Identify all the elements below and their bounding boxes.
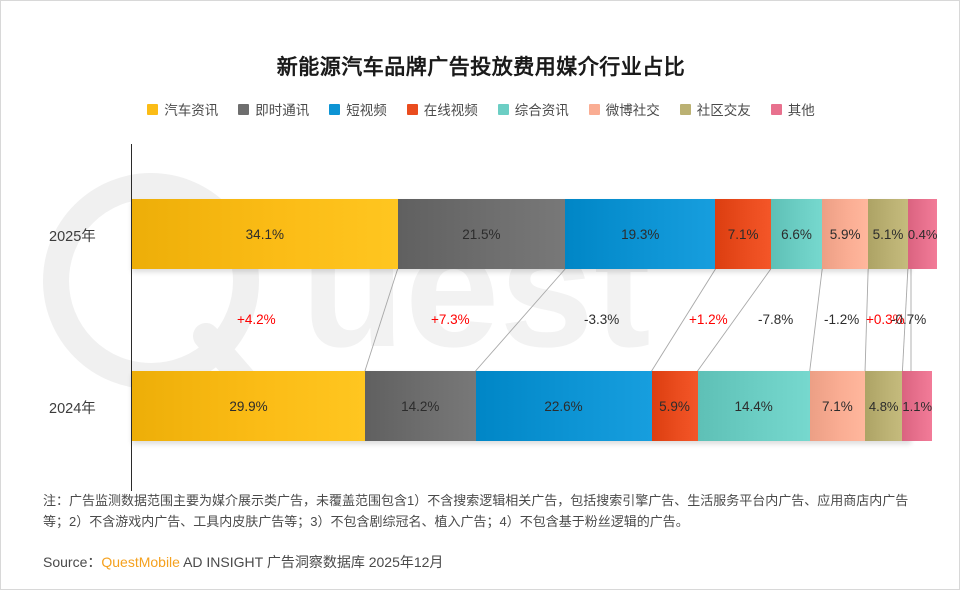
bar-segment-value-label: 5.1% (872, 226, 904, 242)
delta-label-微博社交: -1.2% (824, 312, 860, 327)
bar-segment-短视频[interactable]: 19.3% (565, 199, 716, 269)
bar-segment-value-label: 22.6% (544, 398, 583, 414)
legend-item-3[interactable]: 在线视频 (406, 99, 478, 119)
bar-segment-value-label: 0.4% (907, 226, 938, 242)
bar-segment-综合资讯[interactable]: 6.6% (770, 199, 823, 269)
legend-item-6[interactable]: 社区交友 (679, 99, 751, 119)
legend-swatch-icon (147, 103, 159, 115)
bar-segment-短视频[interactable]: 22.6% (475, 371, 652, 441)
legend-item-5[interactable]: 微博社交 (588, 99, 660, 119)
bar-segment-value-label: 1.1% (902, 398, 933, 414)
delta-label-汽车资讯: +4.2% (237, 312, 276, 327)
legend-swatch-icon (238, 103, 250, 115)
bar-segment-value-label: 19.3% (621, 226, 660, 242)
bar-segment-在线视频[interactable]: 5.9% (651, 371, 698, 441)
bar-segment-即时通讯[interactable]: 14.2% (364, 371, 476, 441)
bar-segment-微博社交[interactable]: 7.1% (809, 371, 865, 441)
bar-segment-value-label: 4.8% (868, 398, 899, 414)
legend-item-label: 微博社交 (605, 103, 660, 118)
legend-swatch-icon (497, 103, 509, 115)
stacked-bar-2025: 34.1% 21.5% 19.3% 7.1% 6.6% 5.9% 5.1% 0.4% (132, 199, 938, 269)
bar-segment-value-label: 29.9% (229, 398, 268, 414)
bar-segment-在线视频[interactable]: 7.1% (715, 199, 771, 269)
delta-label-短视频: -3.3% (584, 312, 620, 327)
legend-item-label: 汽车资讯 (164, 103, 219, 118)
bar-segment-value-label: 5.9% (829, 226, 861, 242)
bar-segment-综合资讯[interactable]: 14.4% (697, 371, 810, 441)
legend-item-label: 社区交友 (696, 103, 751, 118)
bar-segment-汽车资讯[interactable]: 34.1% (132, 199, 398, 269)
delta-label-其他: -0.7% (891, 312, 927, 327)
legend-item-0[interactable]: 汽车资讯 (147, 99, 218, 119)
legend-swatch-icon (588, 103, 600, 115)
legend-item-label: 在线视频 (423, 103, 478, 118)
legend-item-label: 短视频 (346, 103, 387, 118)
bar-segment-value-label: 21.5% (462, 226, 501, 242)
bar-segment-汽车资讯[interactable]: 29.9% (132, 371, 365, 441)
bar-segment-value-label: 34.1% (245, 226, 284, 242)
bar-segment-value-label: 14.4% (734, 398, 773, 414)
legend-swatch-icon (679, 103, 691, 115)
bar-segment-即时通讯[interactable]: 21.5% (397, 199, 566, 269)
footnote-text: 注：广告监测数据范围主要为媒介展示类广告，未覆盖范围包含1）不含搜索逻辑相关广告… (43, 493, 909, 530)
page-title: 新能源汽车品牌广告投放费用媒介行业占比 (276, 56, 686, 79)
value-axis-line (131, 144, 133, 491)
legend-swatch-icon (770, 103, 782, 115)
bar-segment-微博社交[interactable]: 5.9% (822, 199, 869, 269)
bar-segment-社区交友[interactable]: 5.1% (868, 199, 908, 269)
legend-swatch-icon (406, 103, 418, 115)
bar-segment-value-label: 5.9% (659, 398, 690, 414)
legend-item-label: 即时通讯 (255, 103, 310, 118)
legend-swatch-icon (329, 103, 341, 115)
delta-label-社区交友: +0.3% (866, 312, 905, 327)
legend-item-label: 其他 (787, 103, 815, 118)
bar-segment-社区交友[interactable]: 4.8% (864, 371, 903, 441)
bar-segment-value-label: 6.6% (781, 226, 812, 242)
source-rest: AD INSIGHT 广告洞察数据库 2025年12月 (179, 554, 444, 570)
legend-item-7[interactable]: 其他 (770, 99, 815, 119)
delta-label-即时通讯: +7.3% (431, 312, 470, 327)
bar-segment-其他[interactable]: 0.4% (907, 199, 938, 269)
bar-segment-value-label: 7.1% (821, 398, 853, 414)
legend-item-label: 综合资讯 (514, 103, 569, 118)
source-line: Source：QuestMobile AD INSIGHT 广告洞察数据库 20… (43, 552, 443, 572)
bar-segment-value-label: 14.2% (401, 398, 440, 414)
source-prefix: Source： (43, 554, 102, 570)
delta-label-在线视频: +1.2% (689, 312, 728, 327)
legend-item-2[interactable]: 短视频 (329, 99, 387, 119)
stacked-bar-2024: 29.9% 14.2% 22.6% 5.9% 14.4% 7.1% 4.8% 1.1% (132, 371, 933, 441)
legend-item-1[interactable]: 即时通讯 (238, 99, 309, 119)
legend-item-4[interactable]: 综合资讯 (497, 99, 569, 119)
bar-segment-其他[interactable]: 1.1% (902, 371, 933, 441)
source-brand: QuestMobile (101, 554, 180, 570)
delta-label-综合资讯: -7.8% (758, 312, 794, 327)
bar-segment-value-label: 7.1% (727, 226, 759, 242)
chart-legend: 汽车资讯 即时通讯 短视频 在线视频 综合资讯 微博社交 社区交友 其他 (1, 99, 959, 119)
